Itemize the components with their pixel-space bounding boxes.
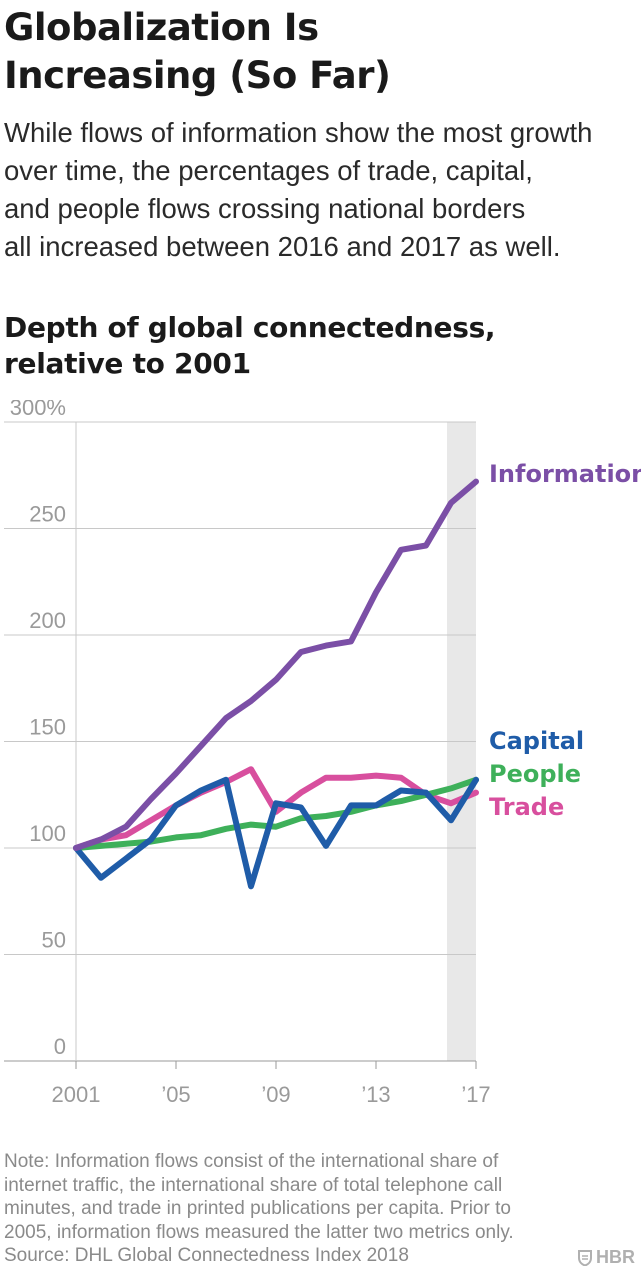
label-layer: Information Capital People Trade: [489, 460, 641, 821]
series-line-information: [73, 478, 479, 851]
series-line-capital: [73, 776, 479, 890]
x-tick-label: ’13: [361, 1082, 390, 1107]
series-label-information: Information: [489, 460, 641, 488]
x-tick-label: 2001: [52, 1082, 101, 1107]
chart-heading-line-2: relative to 2001: [4, 347, 251, 380]
hbr-shield-icon: [578, 1249, 592, 1266]
series-label-people: People: [489, 760, 581, 788]
series-label-trade: Trade: [489, 793, 564, 821]
y-tick-label: 200: [29, 608, 66, 633]
x-tick-label: ’05: [161, 1082, 190, 1107]
y-tick-label: 250: [29, 502, 66, 527]
brand-mark: HBR: [578, 1247, 635, 1268]
x-tick-label: ’09: [261, 1082, 290, 1107]
subtitle-line: and people flows crossing national borde…: [4, 193, 526, 224]
y-tick-label: 300%: [10, 400, 66, 420]
subtitle-line: all increased between 2016 and 2017 as w…: [4, 231, 561, 262]
source-line: Source: DHL Global Connectedness Index 2…: [4, 1245, 409, 1266]
note-line: minutes, and trade in printed publicatio…: [4, 1198, 511, 1219]
brand-label: HBR: [596, 1247, 635, 1267]
axis-layer: 0 50 100 150 200 250 300% 2001 ’05 ’09 ’13 ’17: [10, 400, 491, 1107]
chart-notes: Note: Information flows consist of the i…: [4, 1150, 564, 1268]
chart-heading-line-1: Depth of global connectedness,: [4, 311, 496, 344]
subtitle: While flows of information show the most…: [4, 114, 634, 266]
subtitle-line: over time, the percentages of trade, cap…: [4, 155, 533, 186]
subtitle-line: While flows of information show the most…: [4, 117, 593, 148]
note-line: internet traffic, the international shar…: [4, 1174, 503, 1196]
y-tick-label: 50: [42, 928, 66, 953]
series-label-capital: Capital: [489, 727, 584, 755]
line-chart: 0 50 100 150 200 250 300% 2001 ’05 ’09 ’13 ’17 Info…: [4, 400, 641, 1107]
y-tick-label: 150: [29, 715, 66, 740]
note-line: Note: Information flows consist of the i…: [4, 1151, 499, 1172]
y-tick-label: 100: [29, 821, 66, 846]
grid-layer: [4, 421, 476, 1062]
chart-heading: Depth of global connectedness, relative …: [4, 310, 634, 382]
page-title: Globalization Is Increasing (So Far): [4, 4, 634, 100]
note-line: 2005, information flows measured the lat…: [4, 1221, 514, 1243]
title-line-2: Increasing (So Far): [4, 54, 391, 97]
y-tick-label: 0: [54, 1034, 66, 1059]
title-line-1: Globalization Is: [4, 6, 319, 49]
series-layer: [73, 478, 479, 890]
x-tick-label: ’17: [461, 1082, 490, 1107]
